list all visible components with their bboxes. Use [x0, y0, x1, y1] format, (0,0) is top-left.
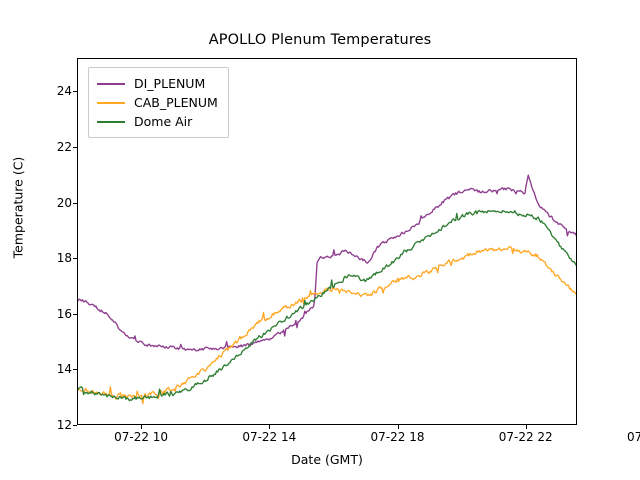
- legend-color-swatch: [97, 82, 125, 85]
- y-axis-tick-label: 22: [56, 139, 72, 154]
- y-axis-tick-label: 18: [56, 251, 72, 266]
- legend-color-swatch: [97, 101, 125, 104]
- x-axis-tick-mark: [397, 425, 399, 429]
- legend-item-label: CAB_PLENUM: [134, 95, 218, 110]
- legend-item-label: DI_PLENUM: [134, 76, 206, 91]
- legend-item[interactable]: DI_PLENUM: [97, 74, 218, 93]
- plot-area[interactable]: DI_PLENUM CAB_PLENUM Dome Air: [77, 58, 577, 425]
- y-axis-tick-mark: [73, 258, 77, 260]
- y-axis-tick-label: 24: [56, 84, 72, 99]
- x-axis-tick-mark: [269, 425, 271, 429]
- y-axis-tick-mark: [73, 91, 77, 93]
- x-axis-tick-label: 07-22 22: [498, 430, 553, 444]
- x-axis-label: Date (GMT): [291, 452, 363, 467]
- legend-item[interactable]: Dome Air: [97, 112, 218, 131]
- chart-title: APOLLO Plenum Temperatures: [208, 32, 432, 48]
- series-lines: [78, 174, 576, 405]
- y-axis-tick-label: 12: [56, 418, 72, 432]
- legend-item-label: Dome Air: [134, 114, 193, 129]
- y-axis-tick-mark: [73, 369, 77, 371]
- legend[interactable]: DI_PLENUM CAB_PLENUM Dome Air: [88, 67, 229, 138]
- x-axis-tick-label: 07-23 02: [626, 430, 640, 444]
- y-axis-tick-mark: [73, 425, 77, 427]
- legend-item[interactable]: CAB_PLENUM: [97, 93, 218, 112]
- legend-color-swatch: [97, 120, 125, 123]
- y-axis-tick-labels: 12 14 16 18 20 22 24: [6, 0, 72, 480]
- series-line: [78, 209, 576, 402]
- x-axis-tick-mark: [141, 425, 143, 429]
- y-axis-tick-mark: [73, 202, 77, 204]
- x-axis-tick-label: 07-22 18: [370, 430, 425, 444]
- series-line: [78, 174, 576, 352]
- y-axis-label: Temperature (C): [10, 156, 26, 259]
- x-axis-tick-mark: [525, 425, 527, 429]
- y-axis-tick-mark: [73, 313, 77, 315]
- y-axis-tick-label: 16: [56, 306, 72, 321]
- x-axis-tick-label: 07-22 10: [114, 430, 169, 444]
- y-axis-tick-label: 20: [56, 195, 72, 210]
- series-line: [78, 245, 576, 405]
- y-axis-tick-label: 14: [56, 362, 72, 377]
- y-axis-tick-mark: [73, 146, 77, 149]
- x-axis-tick-label: 07-22 14: [242, 430, 297, 444]
